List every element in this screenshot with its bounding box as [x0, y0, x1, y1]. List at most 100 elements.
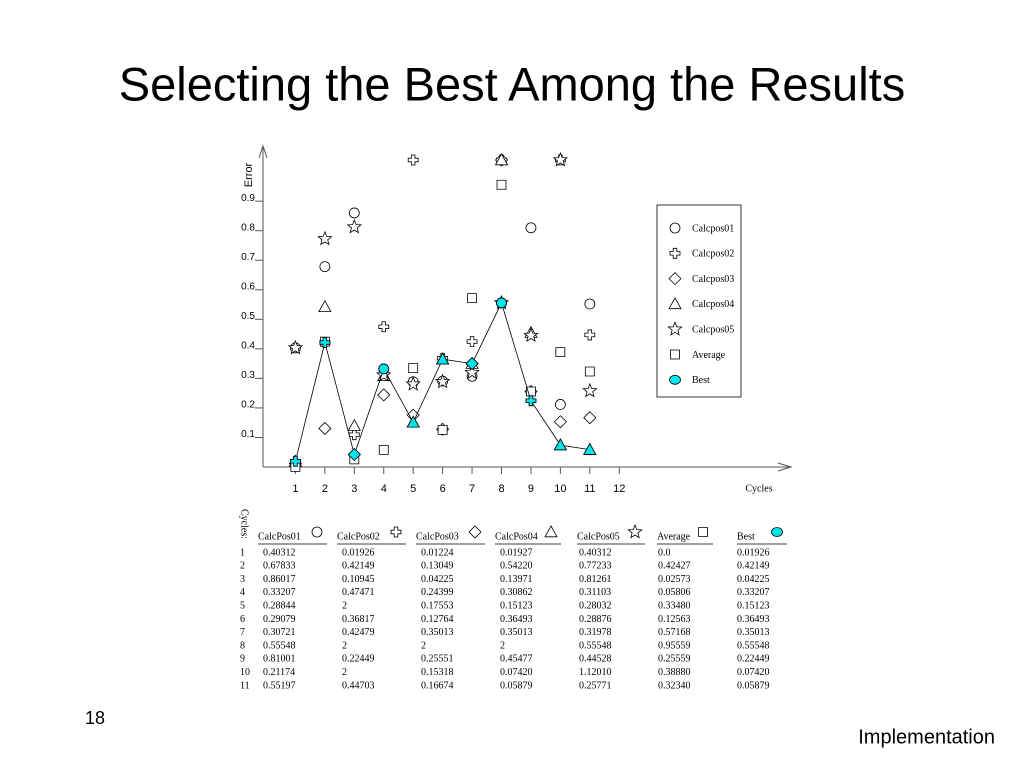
- slide-title: Selecting the Best Among the Results: [119, 57, 905, 110]
- x-tick-label: 10: [554, 483, 566, 495]
- table-cell: 0.81001: [263, 654, 296, 665]
- table-cell: 0.42149: [342, 561, 375, 572]
- table-cell: 0.22449: [342, 654, 375, 665]
- table-cell: 0.42149: [737, 561, 770, 572]
- header-icon: [771, 527, 783, 537]
- table-header: Average: [657, 531, 691, 542]
- table-cell: 0.57168: [658, 627, 691, 638]
- table-cell: 0.24399: [421, 587, 454, 598]
- data-point: [408, 363, 419, 374]
- row-number: 10: [240, 667, 250, 678]
- table-cell: 0.01926: [737, 547, 770, 558]
- table-cell: 0.38880: [658, 667, 691, 678]
- header-icon: [390, 526, 402, 538]
- table-header: CalcPos02: [337, 531, 380, 542]
- table-cell: 0.12563: [658, 614, 691, 625]
- table-cell: 0.04225: [737, 574, 770, 585]
- x-tick-label: 2: [322, 483, 328, 495]
- table-cell: 0.44528: [579, 654, 612, 665]
- data-point: [496, 297, 507, 309]
- table-cell: 0.12764: [421, 614, 454, 625]
- y-tick-label: 0.1: [241, 429, 255, 440]
- table-cell: 0.36817: [342, 614, 375, 625]
- data-point: [347, 447, 361, 462]
- data-point: [584, 366, 595, 377]
- data-point: [553, 415, 567, 429]
- table-cell: 0.13971: [500, 574, 533, 585]
- data-point: [466, 336, 478, 347]
- data-point: [348, 207, 360, 219]
- table-cell: 0.21174: [263, 667, 295, 678]
- table-cell: 0.33480: [658, 600, 691, 611]
- legend-marker: [669, 247, 681, 259]
- table-cell: 0.10945: [342, 574, 375, 585]
- table-cell: 0.36493: [737, 614, 770, 625]
- table-header: CalcPos04: [495, 531, 538, 542]
- y-tick-label: 0.9: [241, 193, 255, 204]
- row-number: 11: [240, 680, 250, 691]
- data-point: [435, 352, 450, 365]
- row-number: 8: [240, 640, 245, 651]
- data-point: [437, 424, 448, 435]
- table-cell: 0.47471: [342, 587, 375, 598]
- data-point: [523, 327, 539, 342]
- table-cell: 0.15123: [737, 600, 770, 611]
- table-header: CalcPos03: [416, 531, 459, 542]
- table-cell: 0.05806: [658, 587, 691, 598]
- table-cell: 0.07420: [737, 667, 770, 678]
- table-cell: 0.35013: [737, 627, 770, 638]
- y-tick-label: 0.2: [241, 400, 255, 411]
- table-cell: 2: [421, 640, 426, 651]
- data-point: [319, 337, 331, 348]
- data-point: [348, 429, 360, 441]
- row-number: 5: [240, 600, 245, 611]
- table-cell: 0.77233: [579, 561, 612, 572]
- legend-label: Calcpos03: [692, 274, 734, 285]
- x-axis-label: Cycles: [745, 483, 772, 494]
- data-point: [582, 382, 598, 398]
- table-cell: 0.42427: [658, 561, 691, 572]
- x-tick-label: 4: [381, 483, 387, 495]
- table-cell: 0.05879: [500, 680, 533, 691]
- data-point: [318, 421, 332, 436]
- header-icon: [311, 526, 323, 538]
- data-point: [467, 293, 477, 304]
- table-cell: 0.07420: [500, 667, 533, 678]
- data-point: [287, 339, 304, 355]
- data-point: [347, 418, 361, 431]
- header-icon: [627, 523, 643, 539]
- table-cell: 0.02573: [658, 574, 691, 585]
- table-cell: 0.40312: [263, 547, 296, 558]
- data-point: [525, 222, 537, 234]
- data-point: [434, 373, 451, 389]
- table-cell: 0.42479: [342, 627, 375, 638]
- x-tick-label: 5: [410, 483, 416, 495]
- x-tick-label: 9: [528, 483, 534, 495]
- table-cell: 0.31978: [579, 627, 612, 638]
- footer: Implementation: [858, 726, 995, 748]
- y-tick-label: 0.6: [241, 281, 255, 292]
- table-cell: 0.28844: [263, 600, 296, 611]
- data-point: [405, 376, 421, 391]
- table-cell: 2: [500, 640, 505, 651]
- data-point: [525, 395, 537, 407]
- table-side-label: Cycles:: [239, 509, 250, 539]
- data-point: [553, 438, 568, 451]
- data-point: [376, 366, 392, 382]
- data-point: [583, 442, 597, 455]
- data-point: [378, 444, 389, 455]
- table-cell: 0.54220: [500, 561, 533, 572]
- data-point: [494, 153, 509, 166]
- table-header: CalcPos01: [258, 531, 301, 542]
- x-axis-arrow: [777, 462, 793, 472]
- x-tick-label: 1: [292, 483, 298, 495]
- table-cell: 0.55197: [263, 680, 296, 691]
- legend-marker: [667, 321, 683, 336]
- table-cell: 0.25771: [579, 680, 612, 691]
- y-tick-label: 0.4: [241, 340, 255, 351]
- data-point: [554, 399, 566, 410]
- x-tick-label: 7: [469, 483, 475, 495]
- table-cell: 2: [342, 600, 347, 611]
- table-cell: 0.28876: [579, 614, 612, 625]
- data-point: [583, 411, 597, 425]
